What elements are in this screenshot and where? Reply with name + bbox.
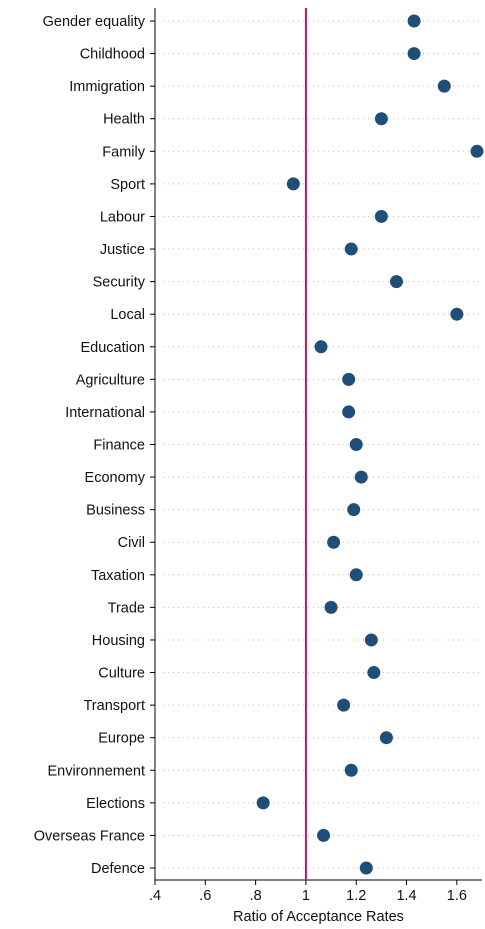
data-point (324, 600, 338, 614)
x-ticks: .4 .6 .8 1 1.2 1.4 1.6 (149, 880, 467, 904)
data-point (367, 666, 381, 680)
x-tick-label: .8 (250, 888, 262, 904)
data-point (407, 14, 421, 28)
data-point (374, 112, 388, 126)
data-point (344, 763, 358, 777)
category-labels: Gender equality Childhood Immigration Healt… (34, 14, 155, 877)
data-point (407, 47, 421, 61)
category-label: Civil (118, 535, 145, 551)
data-point (437, 79, 451, 93)
category-label: International (65, 405, 145, 421)
category-label: Childhood (80, 47, 145, 63)
data-point (359, 861, 373, 875)
data-point (327, 535, 341, 549)
x-axis-title: Ratio of Acceptance Rates (233, 909, 404, 925)
data-point (342, 405, 356, 419)
category-label: Business (86, 503, 145, 519)
category-label: Environnement (47, 763, 145, 779)
data-point (470, 144, 484, 158)
category-label: Trade (108, 600, 145, 616)
category-label: Agriculture (76, 372, 145, 388)
x-tick-label: 1.4 (396, 888, 416, 904)
x-tick-label: .4 (149, 888, 161, 904)
data-point (349, 568, 363, 582)
category-label: Sport (110, 177, 145, 193)
data-point (286, 177, 300, 191)
category-label: Health (103, 112, 145, 128)
category-label: Elections (86, 796, 145, 812)
data-point (364, 633, 378, 647)
category-label: Family (102, 144, 145, 160)
data-point (347, 503, 361, 517)
category-label: Europe (98, 731, 145, 747)
category-label: Transport (83, 698, 145, 714)
data-point (349, 438, 363, 451)
data-point (354, 470, 368, 484)
data-point (450, 307, 464, 321)
data-point (317, 828, 331, 842)
data-point (389, 275, 403, 289)
category-label: Overseas France (34, 828, 145, 844)
category-label: Local (110, 307, 145, 323)
data-point (256, 796, 270, 810)
category-label: Culture (98, 666, 145, 682)
category-label: Taxation (91, 568, 145, 584)
category-label: Justice (100, 242, 145, 258)
data-point (379, 731, 393, 745)
category-label: Economy (85, 470, 146, 486)
data-point (314, 340, 328, 354)
data-points (256, 14, 484, 875)
category-label: Security (93, 275, 146, 291)
x-tick-label: 1.2 (346, 888, 366, 904)
data-point (374, 209, 388, 223)
x-tick-label: 1.6 (447, 888, 467, 904)
x-tick-label: .6 (199, 888, 211, 904)
data-point (344, 242, 358, 256)
category-label: Immigration (69, 79, 145, 95)
category-label: Finance (93, 438, 145, 454)
category-label: Defence (91, 861, 145, 877)
row-guides (163, 20, 482, 869)
category-label: Labour (100, 209, 145, 225)
category-label: Housing (92, 633, 145, 649)
data-point (342, 372, 356, 386)
category-label: Gender equality (43, 14, 146, 30)
x-tick-label: 1 (302, 888, 310, 904)
category-label: Education (81, 340, 146, 356)
data-point (337, 698, 351, 712)
